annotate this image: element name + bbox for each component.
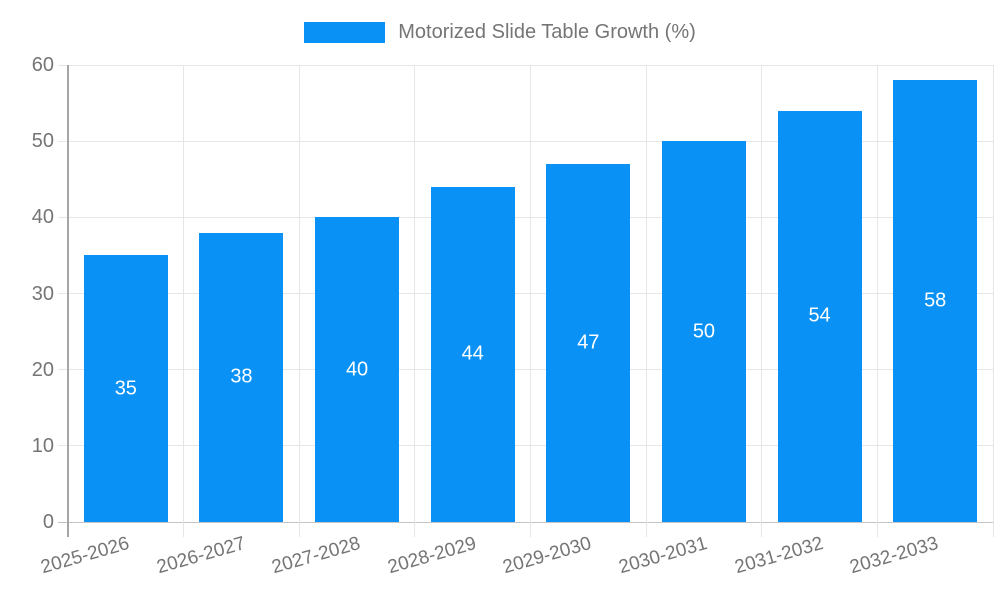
x-gridline [530, 65, 531, 537]
bar-value-label: 58 [924, 289, 947, 312]
bar-2032-2033[interactable]: 58 [893, 80, 978, 522]
x-gridline [183, 65, 185, 537]
plot-area: 0 10 20 30 40 50 60 35 2025-2026 38 2026-2027 40 202… [32, 54, 994, 578]
x-gridline [298, 65, 300, 537]
y-gridline [58, 216, 993, 218]
x-gridline [645, 65, 647, 537]
y-axis-tick-label: 30 [31, 282, 54, 305]
bar-value-label: 38 [230, 365, 253, 388]
bar-value-label: 35 [114, 377, 137, 400]
x-axis-tick-label: 2025-2026 [38, 533, 132, 579]
legend-swatch [304, 22, 386, 43]
y-axis-line [67, 65, 69, 537]
y-gridline [58, 369, 993, 371]
x-axis-tick-label: 2026-2027 [154, 533, 248, 579]
x-axis-tick-label: 2027-2028 [269, 533, 363, 579]
x-gridline [992, 65, 994, 537]
x-gridline [761, 65, 763, 537]
y-gridline [58, 293, 993, 294]
bar-value-label: 44 [461, 342, 484, 365]
y-axis-tick-label: 60 [31, 54, 54, 76]
bar-2028-2029[interactable]: 44 [430, 186, 515, 522]
bar-2030-2031[interactable]: 50 [661, 141, 746, 522]
bar-2027-2028[interactable]: 40 [315, 217, 400, 522]
legend[interactable]: Motorized Slide Table Growth (%) [0, 21, 1000, 44]
x-axis-tick-label: 2032-2033 [847, 533, 941, 579]
x-gridline [414, 65, 416, 537]
y-gridline [58, 64, 993, 66]
y-axis-tick-label: 10 [31, 434, 54, 457]
x-gridline [876, 65, 878, 537]
bar-2029-2030[interactable]: 47 [546, 164, 631, 522]
bar-2026-2027[interactable]: 38 [199, 232, 284, 522]
bar-2025-2026[interactable]: 35 [83, 255, 168, 522]
y-axis-tick-label: 20 [31, 358, 54, 381]
y-gridline [58, 140, 993, 142]
bar-value-label: 40 [345, 358, 369, 381]
bar-value-label: 54 [808, 304, 831, 327]
bar-value-label: 47 [577, 331, 600, 354]
x-axis-tick-label: 2028-2029 [385, 533, 479, 579]
x-axis-zero-line [58, 521, 993, 523]
x-axis-tick-label: 2031-2032 [732, 533, 826, 579]
y-gridline [58, 445, 993, 447]
y-axis-tick-label: 40 [31, 206, 54, 229]
y-axis-tick-label: 50 [31, 130, 54, 153]
bar-2031-2032[interactable]: 54 [777, 110, 862, 522]
x-axis-tick-label: 2029-2030 [500, 533, 595, 579]
y-axis-tick-label: 0 [42, 511, 54, 533]
x-axis-tick-label: 2030-2031 [616, 533, 710, 579]
legend-label: Motorized Slide Table Growth (%) [398, 21, 696, 43]
bar-value-label: 50 [692, 320, 716, 343]
